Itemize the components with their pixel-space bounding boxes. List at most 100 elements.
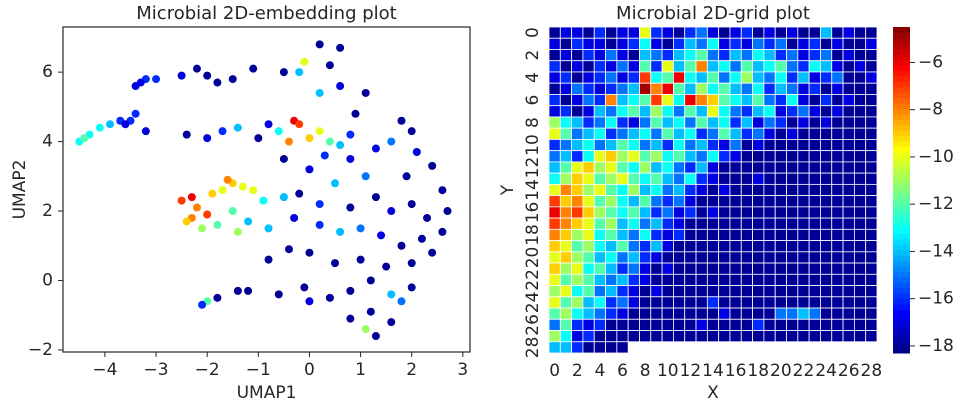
cell bbox=[752, 172, 765, 185]
point bbox=[443, 207, 452, 216]
cell bbox=[718, 183, 731, 197]
cell bbox=[706, 82, 720, 95]
cell bbox=[605, 251, 618, 264]
cell bbox=[786, 240, 799, 253]
cell bbox=[752, 285, 765, 298]
cell bbox=[740, 82, 753, 95]
cell bbox=[559, 60, 573, 73]
cell bbox=[740, 285, 753, 298]
cell bbox=[831, 206, 844, 219]
cell bbox=[684, 228, 697, 241]
cell bbox=[684, 150, 697, 163]
cell bbox=[797, 206, 810, 219]
cell bbox=[729, 273, 742, 286]
cell bbox=[718, 161, 731, 174]
colorbar-segment bbox=[893, 43, 910, 50]
cell bbox=[706, 217, 720, 230]
point bbox=[366, 276, 375, 285]
cell bbox=[718, 273, 731, 286]
cell bbox=[797, 285, 810, 298]
cell bbox=[718, 139, 731, 152]
cell bbox=[808, 262, 821, 275]
cell bbox=[684, 127, 697, 140]
cell bbox=[639, 116, 652, 129]
y-axis-label: Y bbox=[498, 184, 518, 196]
cell bbox=[627, 296, 640, 309]
cell bbox=[605, 217, 618, 230]
cell bbox=[639, 217, 652, 230]
cell bbox=[842, 139, 855, 152]
cell bbox=[853, 161, 867, 174]
point bbox=[259, 196, 268, 205]
cell bbox=[661, 60, 674, 73]
point bbox=[315, 200, 324, 209]
cell bbox=[571, 71, 584, 84]
cell bbox=[684, 296, 697, 309]
cell bbox=[706, 139, 720, 152]
colorbar-segment bbox=[893, 190, 910, 196]
cell bbox=[616, 240, 629, 253]
cell bbox=[650, 71, 663, 84]
cell bbox=[605, 82, 618, 95]
cell bbox=[582, 341, 595, 354]
cell bbox=[605, 341, 618, 354]
cell bbox=[605, 318, 618, 331]
cell bbox=[695, 139, 708, 152]
cell bbox=[729, 206, 742, 219]
cell bbox=[763, 228, 776, 241]
cell bbox=[853, 116, 867, 129]
colorbar-segment bbox=[893, 168, 910, 175]
cell bbox=[548, 161, 561, 174]
colorbar-segment bbox=[893, 32, 910, 39]
cell bbox=[605, 127, 618, 140]
cell bbox=[831, 172, 844, 185]
point bbox=[423, 213, 432, 222]
cell bbox=[559, 49, 573, 62]
cell bbox=[752, 330, 765, 343]
cell bbox=[763, 116, 776, 129]
colorbar-segment bbox=[893, 103, 910, 109]
cell bbox=[853, 217, 867, 230]
cell bbox=[865, 273, 878, 286]
cell bbox=[718, 127, 731, 140]
cell bbox=[729, 116, 742, 129]
cell bbox=[706, 296, 720, 309]
cell bbox=[616, 127, 629, 140]
cell bbox=[605, 262, 618, 275]
cell bbox=[695, 206, 708, 219]
point bbox=[361, 325, 370, 334]
cell bbox=[571, 240, 584, 253]
cell bbox=[661, 105, 674, 118]
cell bbox=[729, 296, 742, 309]
cell bbox=[593, 307, 606, 320]
point bbox=[351, 109, 360, 118]
cell bbox=[774, 105, 787, 118]
cell bbox=[797, 26, 810, 39]
y-tick-label: 16 bbox=[523, 202, 543, 224]
cell bbox=[865, 105, 878, 118]
cell bbox=[673, 195, 686, 208]
cell bbox=[559, 262, 573, 275]
point bbox=[177, 196, 186, 205]
cell bbox=[605, 150, 618, 163]
cell bbox=[752, 307, 765, 320]
cell bbox=[571, 195, 584, 208]
cell bbox=[808, 150, 821, 163]
point bbox=[305, 165, 314, 174]
cell bbox=[706, 105, 720, 118]
cell bbox=[786, 273, 799, 286]
point bbox=[249, 64, 258, 73]
cell bbox=[582, 94, 595, 107]
cell bbox=[729, 330, 742, 343]
cell bbox=[548, 60, 561, 73]
cell bbox=[650, 307, 663, 320]
y-tick-label: 2 bbox=[523, 50, 543, 61]
cell bbox=[571, 127, 584, 140]
point bbox=[290, 213, 299, 222]
cell bbox=[865, 94, 878, 107]
point bbox=[279, 68, 288, 77]
y-tick-label: 2 bbox=[42, 201, 53, 221]
cell bbox=[842, 94, 855, 107]
cell bbox=[639, 139, 652, 152]
cell bbox=[808, 26, 821, 39]
